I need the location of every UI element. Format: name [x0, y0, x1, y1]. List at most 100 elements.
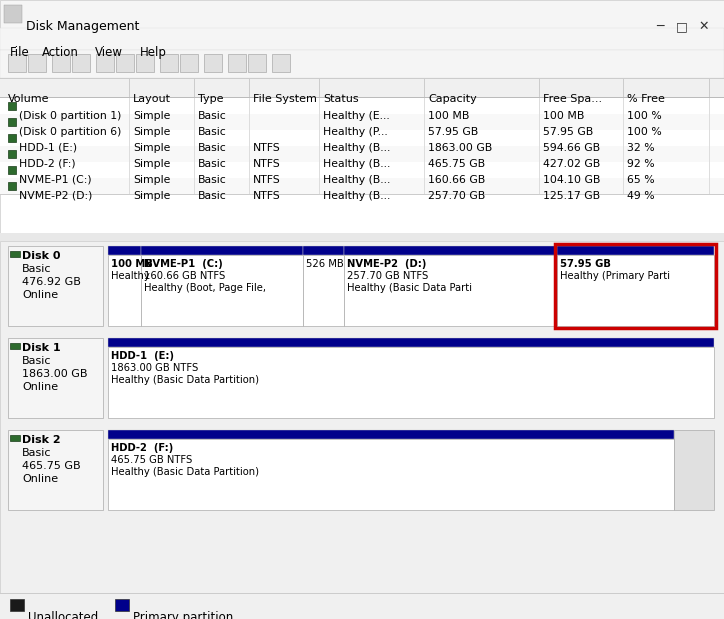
Text: 476.92 GB: 476.92 GB [22, 277, 81, 287]
Bar [303, 255, 344, 326]
Text: Healthy (Basic Data Partition): Healthy (Basic Data Partition) [111, 375, 259, 385]
Text: Simple: Simple [133, 127, 170, 137]
Bar [8, 246, 103, 326]
Bar [272, 54, 290, 72]
Text: 1863.00 GB NTFS: 1863.00 GB NTFS [111, 363, 198, 373]
Bar [0, 78, 724, 79]
Text: Healthy (B...: Healthy (B... [323, 191, 390, 201]
Bar [8, 182, 16, 190]
Text: Basic: Basic [198, 111, 227, 121]
Text: NTFS: NTFS [253, 159, 281, 169]
Text: 594.66 GB: 594.66 GB [543, 143, 600, 153]
Bar [108, 430, 674, 439]
Text: 100 MB: 100 MB [543, 111, 584, 121]
Text: Help: Help [140, 46, 167, 59]
Bar [116, 54, 134, 72]
Text: NTFS: NTFS [253, 175, 281, 185]
Bar [10, 435, 20, 441]
Bar [0, 194, 724, 195]
Text: % Free: % Free [627, 94, 665, 104]
Text: 57.95 GB: 57.95 GB [428, 127, 479, 137]
Bar [0, 98, 724, 114]
Bar [8, 430, 103, 510]
Bar [108, 439, 674, 510]
Text: Basic: Basic [22, 448, 51, 458]
Text: Simple: Simple [133, 111, 170, 121]
Bar [115, 599, 129, 611]
Text: View: View [95, 46, 123, 59]
Text: Healthy (P...: Healthy (P... [323, 127, 388, 137]
Bar [0, 97, 724, 98]
Text: Disk 2: Disk 2 [22, 435, 61, 445]
Text: Action: Action [42, 46, 79, 59]
Bar [623, 98, 624, 194]
Text: Simple: Simple [133, 159, 170, 169]
Text: File: File [10, 46, 30, 59]
Bar [108, 246, 141, 255]
Bar [248, 54, 266, 72]
Text: Healthy (Boot, Page File,: Healthy (Boot, Page File, [144, 283, 266, 293]
Bar [52, 54, 70, 72]
Bar [0, 79, 724, 97]
Text: Online: Online [22, 474, 58, 484]
Text: Healthy (B...: Healthy (B... [323, 159, 390, 169]
Bar [0, 178, 724, 194]
Bar [249, 79, 250, 97]
Bar [344, 246, 557, 255]
Text: NVME-P1  (C:): NVME-P1 (C:) [144, 259, 223, 269]
Bar [8, 150, 16, 158]
Text: Online: Online [22, 290, 58, 300]
Bar [0, 146, 724, 162]
Text: Disk Management: Disk Management [26, 20, 140, 33]
Text: □: □ [676, 20, 688, 33]
Bar [8, 134, 16, 142]
Text: ✕: ✕ [699, 20, 710, 33]
Text: NVME-P1 (C:): NVME-P1 (C:) [19, 175, 92, 185]
Bar [108, 347, 714, 418]
Text: 465.75 GB: 465.75 GB [428, 159, 485, 169]
Text: Basic: Basic [198, 191, 227, 201]
Bar [194, 98, 195, 194]
Bar [108, 255, 141, 326]
Text: Basic: Basic [198, 175, 227, 185]
Text: NVME-P2 (D:): NVME-P2 (D:) [19, 191, 93, 201]
Text: 1863.00 GB: 1863.00 GB [428, 143, 492, 153]
Bar [129, 98, 130, 194]
Bar [10, 343, 20, 349]
Bar [10, 251, 20, 257]
Text: NTFS: NTFS [253, 143, 281, 153]
Bar [141, 246, 303, 255]
Text: Free Spa...: Free Spa... [543, 94, 602, 104]
Text: Type: Type [198, 94, 224, 104]
Bar [249, 98, 250, 194]
Text: HDD-2  (F:): HDD-2 (F:) [111, 443, 173, 453]
Bar [0, 593, 724, 594]
Bar [0, 28, 724, 50]
Text: 1863.00 GB: 1863.00 GB [22, 369, 88, 379]
Bar [709, 98, 710, 194]
Text: Healthy (Basic Data Partition): Healthy (Basic Data Partition) [111, 467, 259, 477]
Text: Basic: Basic [198, 143, 227, 153]
Bar [0, 79, 724, 233]
Text: Healthy (E...: Healthy (E... [323, 111, 390, 121]
Text: File System: File System [253, 94, 317, 104]
Bar [228, 54, 246, 72]
Text: Capacity: Capacity [428, 94, 476, 104]
Text: (Disk 0 partition 6): (Disk 0 partition 6) [19, 127, 122, 137]
Bar [8, 54, 26, 72]
Text: Simple: Simple [133, 191, 170, 201]
Bar [8, 102, 16, 110]
Bar [0, 0, 724, 28]
Text: 257.70 GB NTFS: 257.70 GB NTFS [347, 271, 429, 281]
Text: (Disk 0 partition 1): (Disk 0 partition 1) [19, 111, 122, 121]
Text: Healthy (Primary Parti: Healthy (Primary Parti [560, 271, 670, 281]
Bar [539, 79, 540, 97]
Text: Layout: Layout [133, 94, 171, 104]
Bar [129, 79, 130, 97]
Text: NTFS: NTFS [253, 191, 281, 201]
Bar [0, 241, 724, 593]
Text: Healthy (Basic Data Parti: Healthy (Basic Data Parti [347, 283, 472, 293]
Text: Online: Online [22, 382, 58, 392]
Bar [0, 114, 724, 130]
Bar [8, 166, 16, 174]
